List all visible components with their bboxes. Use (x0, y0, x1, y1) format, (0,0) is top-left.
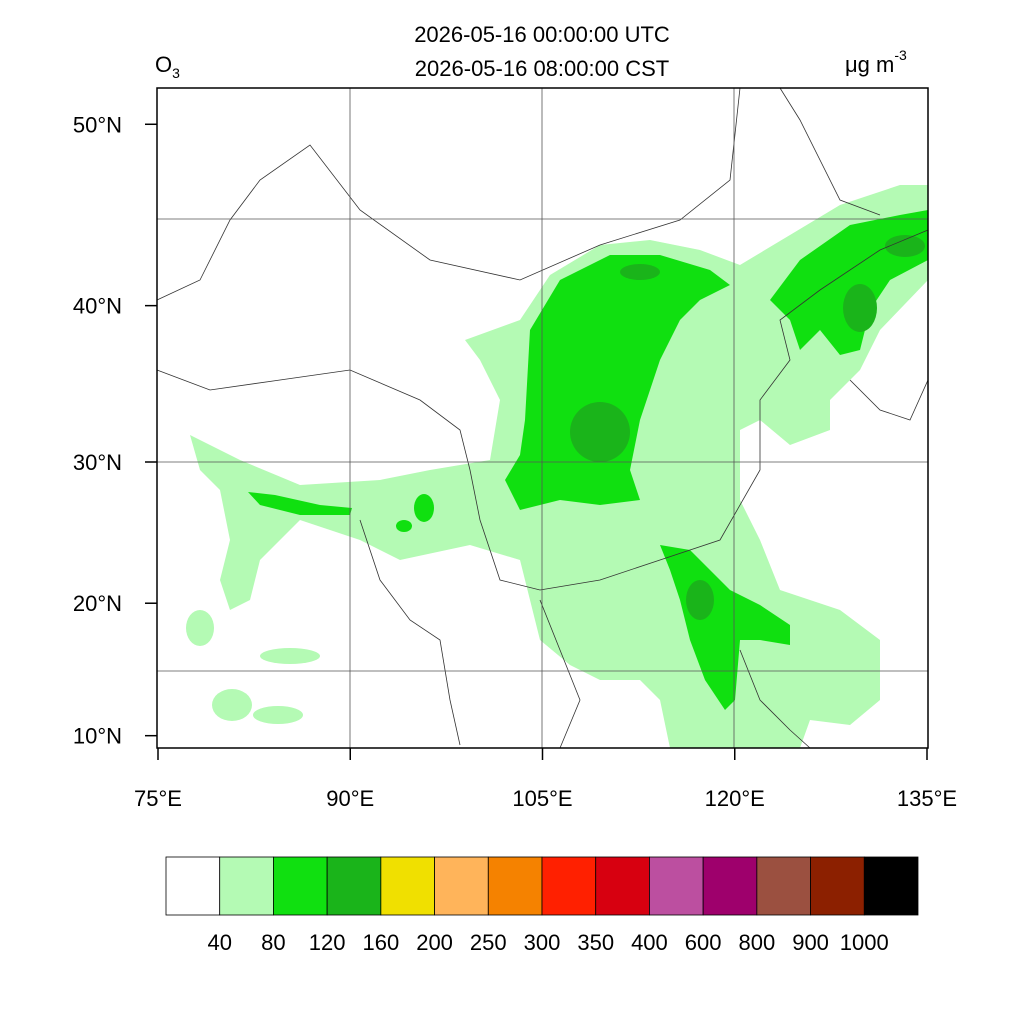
unit-text: μg m (845, 52, 894, 77)
field-medium (505, 255, 730, 510)
colorbar-label: 400 (631, 930, 668, 955)
x-tick-label: 75°E (134, 786, 182, 811)
variable-subscript: 3 (172, 65, 180, 81)
axes: 50°N 40°N 30°N 20°N 10°N 75°E 90°E 105°E 120°E 13… (73, 112, 957, 811)
colorbar-swatch (863, 856, 919, 916)
variable-label: O3 (155, 52, 180, 81)
colorbar-label: 80 (261, 930, 285, 955)
y-tick-label: 30°N (73, 450, 122, 475)
colorbar-swatch (273, 856, 328, 916)
y-tick-label: 40°N (73, 294, 122, 319)
variable-symbol: O (155, 52, 172, 77)
graticule (157, 88, 928, 748)
y-tick-label: 10°N (73, 724, 122, 749)
colorbar-swatch (487, 856, 543, 916)
field-dark (843, 284, 877, 332)
field-light (212, 689, 252, 721)
map-field (186, 185, 928, 748)
y-tick-label: 50°N (73, 112, 122, 137)
title-line: 2026-05-16 00:00:00 UTC (414, 22, 670, 47)
colorbar-swatch (434, 856, 489, 916)
x-tick-label: 90°E (326, 786, 374, 811)
field-light (253, 706, 303, 724)
y-tick-label: 20°N (73, 591, 122, 616)
colorbar-label: 1000 (840, 930, 889, 955)
colorbar-label: 800 (738, 930, 775, 955)
field-light (260, 648, 320, 664)
colorbar-label: 40 (207, 930, 231, 955)
colorbar-swatch (380, 856, 435, 916)
colorbar-swatch (326, 856, 382, 916)
x-tick-label: 135°E (897, 786, 957, 811)
colorbar-swatch (165, 856, 221, 916)
boundaries (156, 87, 929, 749)
x-tick-label: 120°E (705, 786, 765, 811)
field-medium (396, 520, 412, 532)
colorbar-label: 900 (792, 930, 829, 955)
title-line: 2026-05-16 08:00:00 CST (415, 56, 669, 81)
colorbar-swatch (810, 856, 865, 916)
colorbar-label: 200 (416, 930, 453, 955)
colorbar-label: 250 (470, 930, 507, 955)
x-tick-label: 105°E (512, 786, 572, 811)
colorbar-swatch (595, 856, 650, 916)
unit-superscript: -3 (894, 47, 907, 63)
colorbar-swatch (541, 856, 597, 916)
colorbar-label: 160 (362, 930, 399, 955)
colorbar-swatch (756, 856, 811, 916)
field-dark (620, 264, 660, 280)
field-dark (686, 580, 714, 620)
colorbar-label: 300 (524, 930, 561, 955)
field-dark (570, 402, 630, 462)
colorbar-swatch (219, 856, 274, 916)
colorbar-label: 350 (577, 930, 614, 955)
colorbar-swatch (702, 856, 758, 916)
field-light (186, 610, 214, 646)
field-medium (248, 492, 352, 515)
field-medium (414, 494, 434, 522)
colorbar-swatch (649, 856, 704, 916)
colorbar-label: 600 (685, 930, 722, 955)
unit-label: μg m-3 (845, 47, 907, 77)
field-dark (885, 235, 925, 257)
colorbar-label: 120 (309, 930, 346, 955)
colorbar: 40 80 120 160 200 250 300 350 400 600 800 900 1000 (165, 856, 919, 955)
